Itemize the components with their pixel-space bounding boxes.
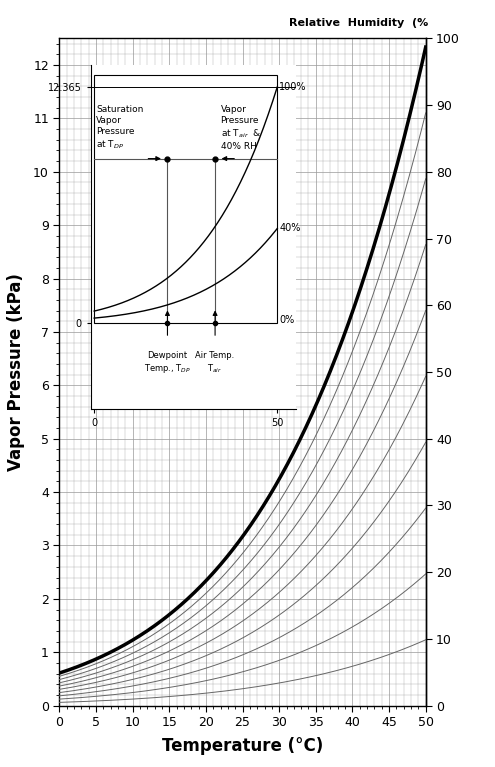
Y-axis label: Vapor Pressure (kPa): Vapor Pressure (kPa)	[7, 273, 25, 471]
X-axis label: Temperature (°C): Temperature (°C)	[162, 737, 323, 755]
Text: Relative  Humidity  (%: Relative Humidity (%	[289, 18, 428, 28]
